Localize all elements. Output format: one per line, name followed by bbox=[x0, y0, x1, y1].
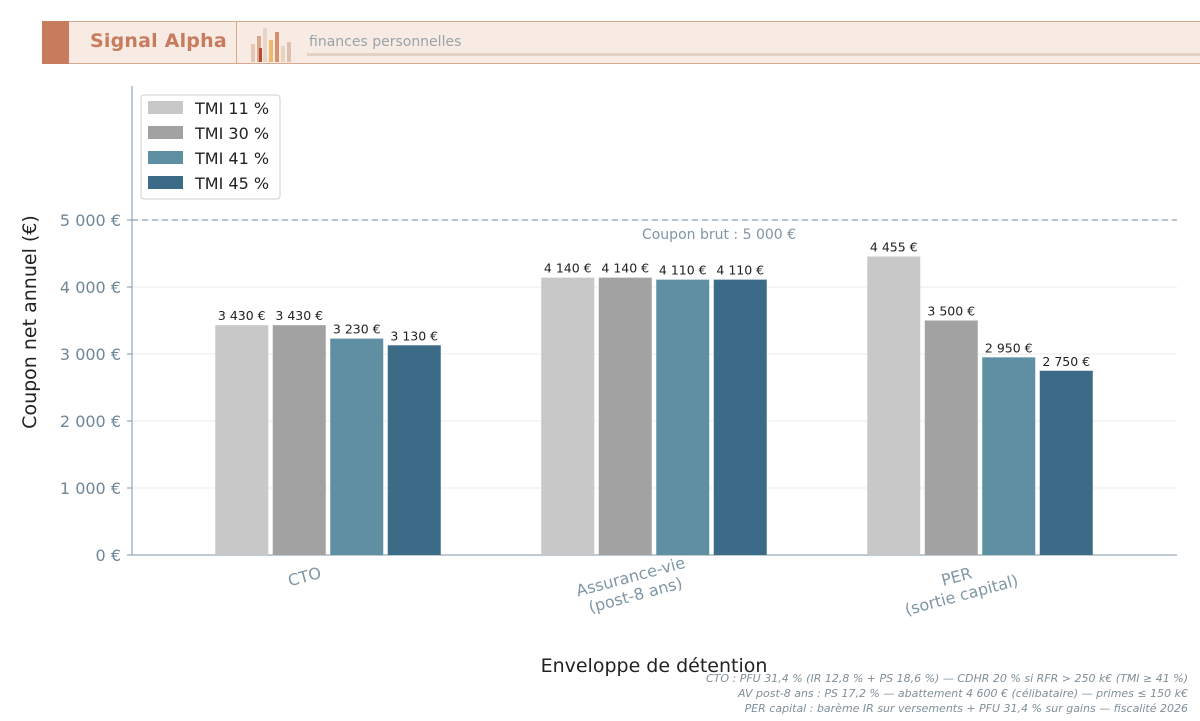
y-tick-label: 5 000 € bbox=[60, 211, 121, 230]
x-tick-label: Assurance-vie(post-8 ans) bbox=[574, 553, 692, 619]
legend-box bbox=[140, 94, 281, 200]
reference-line-label: Coupon brut : 5 000 € bbox=[642, 227, 796, 243]
legend-swatch bbox=[148, 126, 183, 139]
bar bbox=[330, 338, 384, 555]
bar bbox=[656, 279, 710, 555]
legend-swatch bbox=[148, 101, 183, 114]
bar bbox=[1039, 370, 1093, 555]
bar bbox=[924, 320, 978, 555]
legend-label: TMI 45 % bbox=[194, 174, 269, 193]
legend-swatch bbox=[148, 176, 183, 189]
bar-value-label: 4 140 € bbox=[544, 261, 592, 276]
bar-value-label: 3 500 € bbox=[927, 304, 975, 319]
bar bbox=[598, 277, 652, 555]
footnote-cto: CTO : PFU 31,4 % (IR 12,8 % + PS 18,6 %)… bbox=[705, 672, 1188, 685]
bar bbox=[215, 325, 269, 555]
bar bbox=[541, 277, 595, 555]
legend-label: TMI 41 % bbox=[194, 149, 269, 168]
y-tick-label: 0 € bbox=[96, 546, 121, 565]
header-bar bbox=[42, 21, 1200, 64]
footnote-per: PER capital : barème IR sur versements +… bbox=[744, 702, 1188, 715]
y-axis-label: Coupon net annuel (€) bbox=[19, 215, 41, 429]
x-axis-label: Enveloppe de détention bbox=[541, 655, 768, 677]
bar bbox=[982, 357, 1036, 555]
bar-value-label: 2 750 € bbox=[1042, 354, 1090, 369]
x-tick-label: CTO bbox=[286, 563, 323, 590]
bar-value-label: 3 130 € bbox=[390, 328, 438, 343]
bar-value-label: 4 455 € bbox=[870, 240, 918, 255]
tagline-underline bbox=[307, 53, 1200, 56]
bar-value-label: 3 430 € bbox=[218, 308, 266, 323]
bar bbox=[387, 345, 441, 555]
legend-swatch bbox=[148, 151, 183, 164]
x-tick-label: PER(sortie capital) bbox=[898, 552, 1020, 619]
tagline: finances personnelles bbox=[309, 34, 462, 50]
y-tick-label: 1 000 € bbox=[60, 479, 121, 498]
bar bbox=[867, 256, 921, 555]
bar-value-label: 2 950 € bbox=[985, 340, 1033, 355]
y-tick-label: 3 000 € bbox=[60, 345, 121, 364]
footnote-av: AV post-8 ans : PS 17,2 % — abattement 4… bbox=[738, 687, 1188, 700]
brand-color-block bbox=[42, 21, 69, 64]
bar-value-label: 3 430 € bbox=[275, 308, 323, 323]
legend-label: TMI 30 % bbox=[194, 124, 269, 143]
bar bbox=[272, 325, 326, 555]
bar-value-label: 4 110 € bbox=[659, 263, 707, 278]
bar-value-label: 3 230 € bbox=[333, 322, 381, 337]
header-divider bbox=[236, 21, 237, 64]
brand-name: Signal Alpha bbox=[90, 30, 227, 52]
y-tick-label: 2 000 € bbox=[60, 412, 121, 431]
y-tick-label: 4 000 € bbox=[60, 278, 121, 297]
bar bbox=[713, 279, 767, 555]
bar-value-label: 4 110 € bbox=[716, 263, 764, 278]
bar-chart-logo-icon bbox=[251, 28, 291, 62]
legend-label: TMI 11 % bbox=[194, 99, 269, 118]
bar-value-label: 4 140 € bbox=[601, 261, 649, 276]
